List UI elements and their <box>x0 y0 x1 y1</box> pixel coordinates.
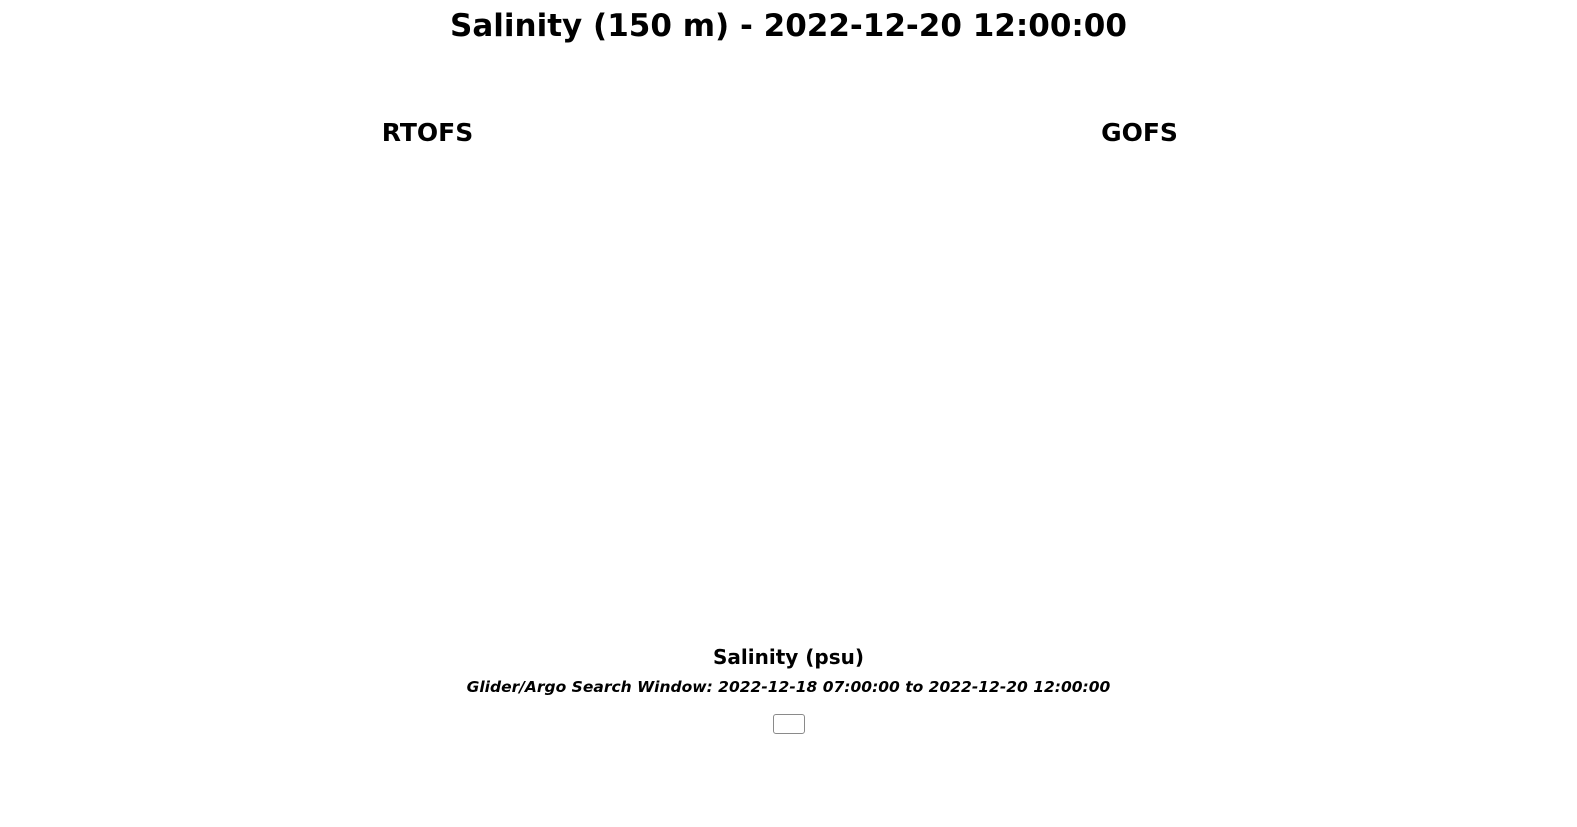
gofs-map-panel <box>790 110 1537 580</box>
rtofs-map-panel <box>30 110 777 580</box>
platform-legend <box>772 714 805 734</box>
panel-title-rtofs: RTOFS <box>381 118 474 147</box>
search-window-caption: Glider/Argo Search Window: 2022-12-18 07… <box>466 678 1111 696</box>
salinity-colorbar <box>100 585 1480 649</box>
figure-title: Salinity (150 m) - 2022-12-20 12:00:00 <box>450 8 1127 44</box>
panel-title-gofs: GOFS <box>1101 118 1178 147</box>
colorbar-label: Salinity (psu) <box>712 645 864 669</box>
